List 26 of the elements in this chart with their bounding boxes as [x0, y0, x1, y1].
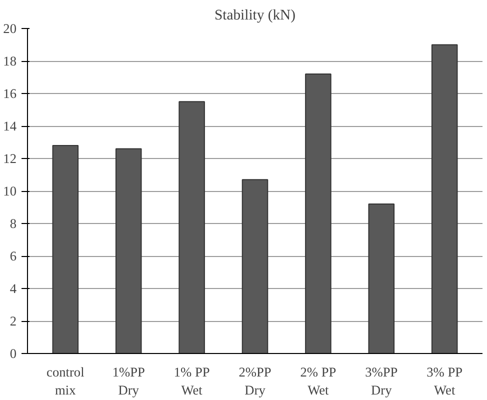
y-tick-label: 8: [10, 216, 17, 231]
bar: [431, 44, 458, 354]
y-tick-label: 2: [10, 314, 17, 328]
y-tick-label: 12: [3, 151, 16, 166]
x-tick-label: 3% PP Wet: [426, 364, 463, 398]
x-tick-label: control mix: [46, 364, 85, 398]
y-tick-label: 0: [10, 346, 17, 361]
x-tick-label: 1%PP Dry: [112, 364, 145, 398]
y-tick-label: 10: [3, 184, 17, 198]
x-tick-label: 2% PP Wet: [300, 364, 336, 398]
bar: [178, 101, 205, 354]
y-tick-label: 6: [10, 248, 17, 264]
x-tick-label: 2%PP Dry: [238, 364, 272, 398]
bar: [115, 148, 142, 354]
y-tick-label: 20: [3, 21, 17, 36]
bar: [242, 179, 268, 354]
x-tick-label: 3%PP Dry: [365, 364, 398, 398]
y-tick-label: 4: [10, 281, 17, 296]
bar: [52, 145, 79, 354]
y-tick-label: 16: [3, 86, 17, 101]
chart-title: Stability (kN): [214, 8, 296, 24]
bar: [305, 74, 332, 354]
bar: [368, 204, 395, 354]
y-tick-label: 14: [3, 118, 17, 134]
x-tick-label: 1% PP Wet: [174, 364, 210, 398]
y-tick-label: 18: [3, 54, 17, 68]
